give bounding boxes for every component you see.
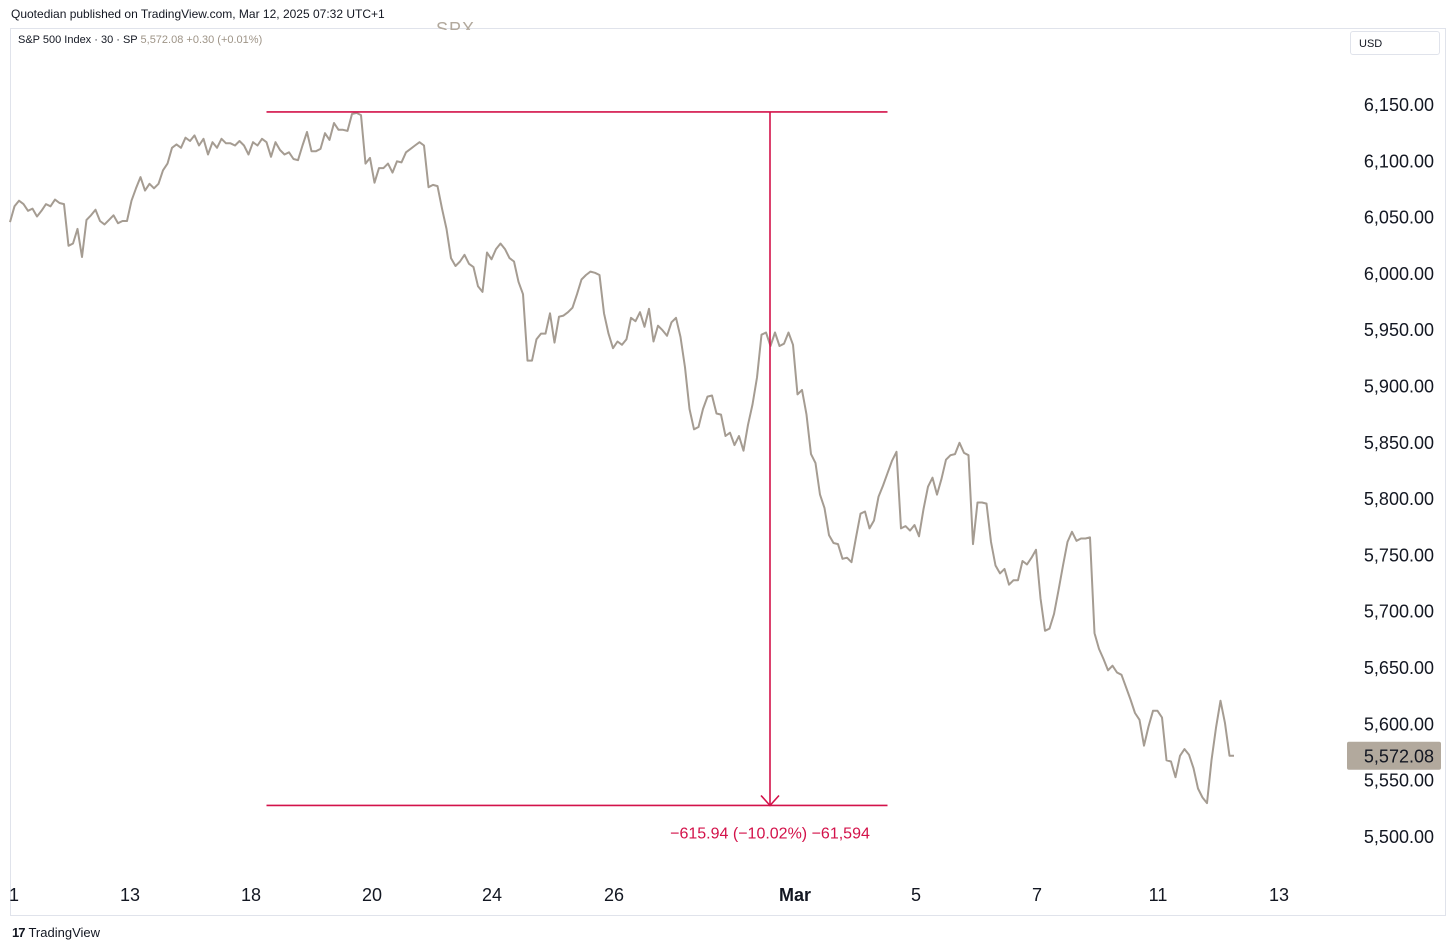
- y-axis-tick-label: 5,800.00: [1364, 489, 1434, 509]
- y-axis-tick-label: 6,150.00: [1364, 95, 1434, 115]
- last-price-badge: [1347, 741, 1441, 770]
- y-axis-tick-label: 6,000.00: [1364, 264, 1434, 284]
- x-axis-tick-label: Mar: [779, 885, 811, 905]
- y-axis-tick-label: 5,750.00: [1364, 545, 1434, 565]
- footer-branding[interactable]: 17 TradingView: [12, 925, 100, 940]
- x-axis-tick-label: 7: [1032, 885, 1042, 905]
- publish-header: Quotedian published on TradingView.com, …: [0, 0, 1456, 28]
- legend-change: +0.30 (+0.01%): [186, 34, 263, 46]
- y-axis-tick-label: 5,500.00: [1364, 827, 1434, 847]
- last-price-badge-label: 5,572.08: [1364, 747, 1434, 767]
- tradingview-logo-icon: 17: [12, 925, 26, 940]
- tradingview-brand: TradingView: [28, 925, 101, 940]
- x-axis-tick-label: 1: [9, 885, 19, 905]
- y-axis-tick-label: 5,850.00: [1364, 433, 1434, 453]
- legend-last-price: 5,572.08: [140, 34, 184, 46]
- x-axis-tick-label: 11: [1149, 885, 1168, 905]
- measure-arrow-icon: [760, 794, 780, 807]
- y-axis-tick-label: 5,600.00: [1364, 714, 1434, 734]
- x-axis-tick-label: 13: [120, 885, 140, 905]
- measure-label: −615.94 (−10.02%) −61,594: [670, 825, 870, 842]
- x-axis-tick-label: 13: [1269, 885, 1289, 905]
- legend-symbol: S&P 500 Index · 30 · SP: [18, 34, 138, 46]
- y-axis-tick-label: 5,650.00: [1364, 658, 1434, 678]
- y-axis-tick-label: 5,550.00: [1364, 771, 1434, 791]
- x-axis-tick-label: 5: [911, 885, 921, 905]
- x-axis-tick-label: 18: [241, 885, 261, 905]
- chart-legend[interactable]: S&P 500 Index · 30 · SP 5,572.08 +0.30 (…: [18, 34, 262, 46]
- price-line-series: [9, 111, 1234, 805]
- x-axis-tick-label: 24: [482, 885, 502, 905]
- y-axis-tick-label: 5,950.00: [1364, 320, 1434, 340]
- y-axis-tick-label: 6,050.00: [1364, 208, 1434, 228]
- y-axis-tick-label: 5,700.00: [1364, 602, 1434, 622]
- currency-selector[interactable]: USD: [1350, 31, 1440, 55]
- x-axis-tick-label: 26: [604, 885, 624, 905]
- symbol-watermark: SPX: [436, 19, 476, 30]
- y-axis-tick-label: 5,900.00: [1364, 377, 1434, 397]
- x-axis-tick-label: 20: [362, 885, 382, 905]
- published-info: Quotedian published on TradingView.com, …: [11, 7, 385, 21]
- y-axis-tick-label: 6,100.00: [1364, 151, 1434, 171]
- chart-frame: [10, 28, 1446, 916]
